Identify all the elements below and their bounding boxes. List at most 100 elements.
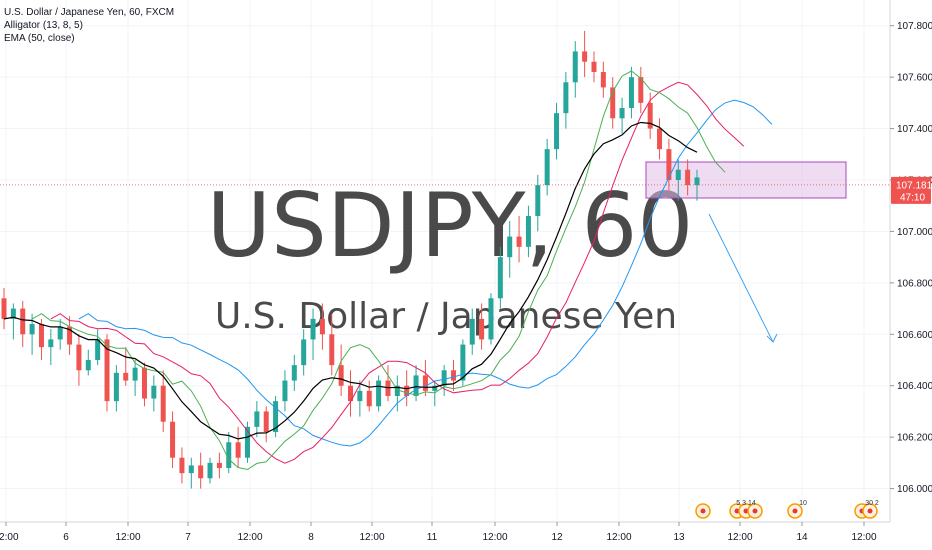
candle-body [282,380,288,402]
candle-body [244,426,250,458]
candle-body [544,149,550,186]
candle-body [535,185,541,216]
candle-body [525,216,531,247]
candle-body [357,390,363,402]
candle-body [235,442,241,458]
candle-body [198,465,204,479]
candle-body [113,372,119,402]
candle-body [67,326,73,345]
indicator-ema[interactable]: EMA (50, close) [4,33,75,44]
price-tick-label: 107.600 [897,73,932,84]
time-tick-label: 12:00 [237,532,262,543]
chart-legend: U.S. Dollar / Japanese Yen, 60, FXCM All… [4,6,174,45]
candle-body [422,375,428,391]
candle-body [675,169,681,180]
candle-body [666,149,672,180]
last-price-tag [891,176,931,204]
candle-body [123,372,129,381]
candle-body [141,367,147,399]
candle-body [132,367,138,381]
candle-body [432,385,438,391]
candle-body [647,102,653,129]
price-tick-label: 106.800 [897,278,932,289]
price-tick-label: 106.400 [897,381,932,392]
time-tick-label: 14 [796,532,808,543]
time-tick-label: 7 [185,532,191,543]
candle-body [170,421,176,458]
time-axis[interactable]: 12:00 6 12:00 7 12:00 8 12:00 11 12:00 12 12:00 13 1… [0,521,890,550]
candle-body [48,339,54,348]
candle-body [507,236,513,258]
alligator-jaw-line [78,99,773,447]
price-axis-bg [890,0,932,522]
candle-body [441,370,447,386]
candle-body [207,462,213,479]
candle-body [619,108,625,119]
symbol-title[interactable]: U.S. Dollar / Japanese Yen, 60, FXCM [4,7,175,18]
candle-body [591,61,597,72]
projection-arrowhead[interactable] [766,333,778,343]
candle-body [188,465,194,474]
event-count-label: 10 [799,500,807,507]
candle-body [29,324,35,335]
event-flag-icon-dot [734,508,740,514]
candle-body [404,385,410,396]
event-flag-icon-dot [752,508,758,514]
time-tick-label: 13 [673,532,685,543]
candle-body [263,411,269,432]
candle-body [460,344,466,381]
candle-body [600,72,606,88]
price-tick-label: 106.000 [897,484,932,495]
economic-events: 5 3 14 10 30 2 [695,500,879,519]
candle-body [572,51,578,83]
candle-body [469,318,475,345]
candle-body [226,442,232,468]
candle-body [554,113,560,150]
candle-body [76,344,82,371]
bar-countdown: 47:10 [900,192,925,203]
time-tick-label: 12:00 [851,532,876,543]
candle-body [497,257,503,299]
candle-body [20,308,26,335]
candle-body [160,385,166,422]
candle-body [563,82,569,114]
indicator-alligator[interactable]: Alligator (13, 8, 5) [4,20,83,31]
time-tick-label: 12:00 [606,532,631,543]
candle-body [516,236,522,247]
price-tick-label: 107.800 [897,21,932,32]
time-tick-label: 12:00 [115,532,140,543]
candle-body [104,339,110,402]
candle-body [10,308,16,319]
candle-body [85,360,91,371]
candle-body [151,385,157,399]
candle-body [291,365,297,381]
candle-body [366,390,372,407]
event-count-label: 5 3 14 [736,500,756,507]
candle-body [694,177,700,186]
candle-body [179,457,185,474]
candle-body [95,339,101,360]
projection-arrow[interactable] [708,213,778,343]
event-marker-icon-dot [792,508,798,514]
candle-body [273,401,279,432]
candle-body [610,87,616,119]
candle-body [413,375,419,396]
event-flag-icon-dot [867,508,873,514]
candle-body [479,318,485,340]
price-tick-label: 107.400 [897,124,932,135]
time-axis-bg [0,522,890,550]
watermark-subtitle: U.S. Dollar / Japanese Yen [215,296,677,337]
candle-body [1,298,7,319]
projection-line[interactable] [708,213,774,343]
price-axis[interactable]: 107.800107.600107.400107.200107.000106.8… [889,0,932,522]
candle-body [310,318,316,340]
event-marker-icon-dot [700,508,706,514]
candle-body [582,51,588,62]
candle-body [394,385,400,396]
time-tick-label: 8 [308,532,314,543]
price-tick-label: 106.200 [897,433,932,444]
candle-body [376,380,382,407]
candle-body [216,462,222,468]
